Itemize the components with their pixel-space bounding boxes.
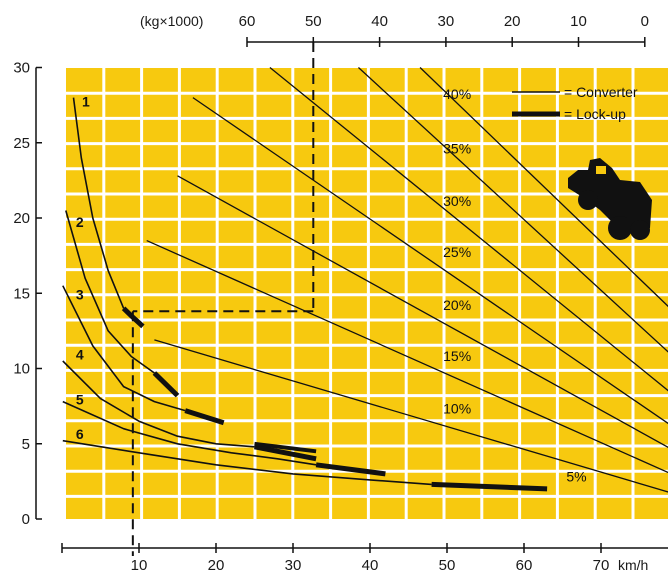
gear-6-converter-line [62,439,432,486]
y-tick-label: 10 [13,361,30,378]
gear-4-converter-line [62,360,255,448]
gear-2-lockup-line [152,371,180,398]
top-tick-label: 50 [305,13,322,30]
grade-label: 40% [443,86,471,102]
grade-label: 15% [443,348,471,364]
grade-label: 30% [443,193,471,209]
gear-1-converter-line [72,97,125,309]
gear-4-lockup-line [254,444,317,462]
gear-3-lockup-line [184,408,225,426]
gear-5-lockup-line [315,462,386,477]
y-tick-label: 15 [13,285,30,302]
grade-label: 10% [443,401,471,417]
gear-6-label: 6 [76,426,84,442]
top-tick-label: 60 [239,13,256,30]
top-tick-label: 20 [504,13,521,30]
top-tick-label: 40 [371,13,388,30]
y-tick-label: 20 [13,210,30,227]
grade-line [154,339,668,493]
gear-5-label: 5 [76,392,84,408]
y-tick-label: 30 [13,60,30,77]
x-axis-label: km/h [618,557,648,573]
grade-label: 20% [443,297,471,313]
x-tick-label: 20 [208,557,225,573]
gear-1-label: 1 [82,94,90,110]
grade-label: 25% [443,244,471,260]
gear-4-label: 4 [76,346,84,362]
grade-line [358,67,668,353]
gear-6-lockup-line [431,481,548,492]
y-tick-label: 5 [22,436,30,453]
grid-lines [66,68,668,519]
grade-line [177,175,668,448]
y-tick-label: 0 [22,511,30,528]
gear-2-label: 2 [76,214,84,230]
x-tick-label: 70 [593,557,610,573]
gear-3-converter-line [62,285,186,412]
x-tick-label: 30 [285,557,302,573]
gear-3-label: 3 [76,286,84,302]
x-tick-label: 60 [516,557,533,573]
grade-line [192,97,668,425]
gear-1-lockup-line [121,306,145,329]
y-tick-label: 25 [13,135,30,152]
legend-converter-label: = Converter [564,84,638,100]
grade-label: 35% [443,140,471,156]
dump-truck-icon [568,158,652,240]
gear-4-lockup-extra-line [254,441,317,454]
grade-label: 5% [566,468,586,484]
grade-line [269,66,668,392]
top-tick-label: 10 [570,13,587,30]
top-tick-label: 30 [438,13,455,30]
top-axis-label: (kg×1000) [140,13,203,29]
x-tick-label: 40 [362,557,379,573]
example-path [131,42,315,556]
grade-lines: 40% 35% 30% 25% 20% 15% 10% 5% [146,66,668,493]
legend-lockup-label: = Lock-up [564,106,626,122]
x-tick-label: 50 [439,557,456,573]
legend: = Converter = Lock-up [512,84,638,122]
grade-line [146,239,668,474]
x-tick-label: 10 [131,557,148,573]
gear-5-converter-line [62,400,317,466]
gear-curves: 1 2 3 4 5 6 [62,94,548,492]
grade-line [419,67,668,308]
top-tick-label: 0 [641,13,649,30]
gear-2-converter-line [65,210,155,374]
